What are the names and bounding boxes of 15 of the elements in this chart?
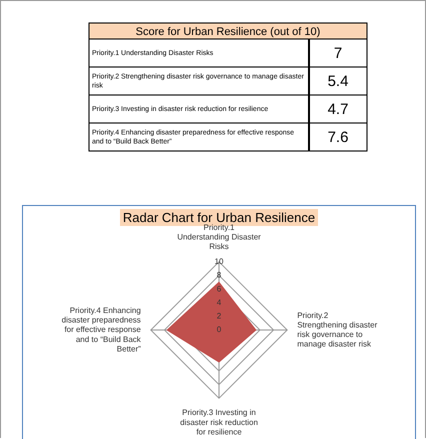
spoke-label: Priority.4 Enhancing disaster preparedness for effective response and to “Build Back Better” (62, 306, 142, 354)
spoke-label: Priority.3 Investing in disaster risk reduction for resilience (180, 408, 258, 436)
text: 5.4 (328, 73, 348, 90)
y-tick-label: 10 (214, 257, 224, 266)
text: 4.7 (328, 101, 348, 118)
text: Score for Urban Resilience (out of 10) (136, 26, 320, 38)
y-tick-label: 0 (216, 325, 222, 334)
y-tick-label: 6 (216, 284, 222, 294)
text: 7 (334, 45, 342, 62)
spoke-label: Priority.1 Understanding Disaster Risks (177, 223, 262, 252)
text: 7.6 (328, 129, 348, 146)
y-tick-label: 8 (216, 270, 222, 280)
spoke-label: Priority.2 Strengthening disaster risk governance to manage disaster risk (297, 310, 378, 349)
y-tick-label: 4 (216, 298, 222, 307)
y-tick-label: 2 (216, 312, 222, 321)
